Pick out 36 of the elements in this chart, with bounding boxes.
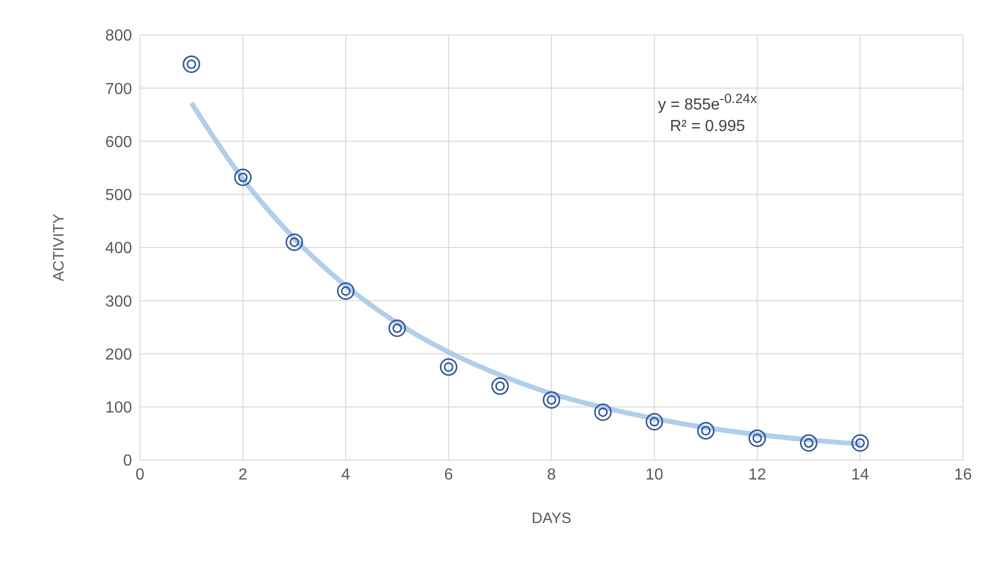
point bbox=[286, 233, 304, 251]
x-tick-label: 2 bbox=[238, 466, 248, 484]
y-tick-label: 300 bbox=[105, 293, 132, 310]
point bbox=[182, 55, 200, 73]
y-tick-label: 700 bbox=[105, 80, 132, 98]
point bbox=[697, 422, 715, 440]
x-tick-label: 4 bbox=[341, 466, 350, 484]
x-tick-label: 6 bbox=[444, 466, 454, 484]
point bbox=[234, 168, 252, 186]
y-tick-label: 500 bbox=[105, 187, 132, 204]
point bbox=[800, 434, 818, 452]
y-tick-label: 100 bbox=[105, 400, 132, 417]
x-tick-label: 14 bbox=[851, 466, 870, 484]
x-tick-label: 0 bbox=[136, 466, 145, 484]
y-tick-label: 400 bbox=[105, 240, 132, 258]
point bbox=[491, 377, 509, 395]
point bbox=[851, 434, 869, 452]
y-tick-label: 0 bbox=[123, 452, 132, 470]
x-tick-label: 16 bbox=[954, 466, 972, 484]
x-tick-label: 8 bbox=[547, 466, 556, 484]
x-axis-title: DAYS bbox=[532, 510, 572, 527]
y-axis-title: ACTIVITY bbox=[50, 214, 68, 282]
x-tick-label: 12 bbox=[748, 466, 766, 484]
point bbox=[646, 413, 664, 430]
point bbox=[388, 320, 406, 337]
annotation: y = 855e$^{-0.24x}$ bbox=[658, 90, 757, 116]
annotation: R² = 0.995 bbox=[668, 117, 746, 138]
point bbox=[337, 282, 354, 300]
point bbox=[594, 403, 612, 421]
y-tick-label: 200 bbox=[105, 346, 132, 364]
y-tick-label: 800 bbox=[105, 28, 132, 45]
y-tick-label: 600 bbox=[105, 134, 132, 151]
x-tick-label: 10 bbox=[645, 466, 664, 484]
point bbox=[542, 391, 560, 409]
point bbox=[748, 429, 766, 447]
point bbox=[440, 358, 458, 376]
